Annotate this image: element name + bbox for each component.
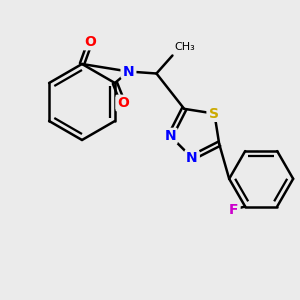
FancyBboxPatch shape	[121, 65, 136, 78]
Text: N: N	[123, 64, 134, 79]
Text: CH₃: CH₃	[175, 43, 195, 52]
Text: F: F	[228, 202, 238, 217]
FancyBboxPatch shape	[184, 151, 200, 164]
FancyBboxPatch shape	[162, 130, 178, 142]
FancyBboxPatch shape	[82, 35, 98, 49]
FancyBboxPatch shape	[116, 97, 130, 110]
FancyBboxPatch shape	[206, 107, 222, 120]
Text: N: N	[164, 129, 176, 143]
Text: O: O	[84, 35, 96, 49]
Text: N: N	[186, 151, 198, 165]
FancyBboxPatch shape	[226, 203, 241, 216]
Text: S: S	[209, 106, 219, 121]
Text: O: O	[117, 96, 129, 110]
